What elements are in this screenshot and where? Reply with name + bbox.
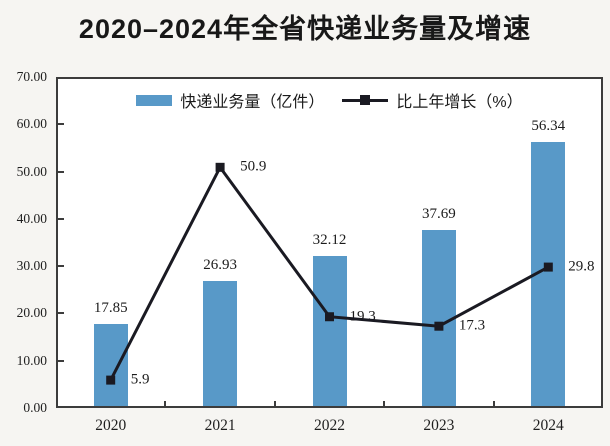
y-axis-tick-mark <box>58 123 64 126</box>
legend-item-line-series: 比上年增长（%） <box>342 88 523 112</box>
legend-item-bar-series: 快递业务量（亿件） <box>136 88 324 112</box>
bar-value-label: 32.12 <box>312 232 347 249</box>
y-axis-tick-mark <box>58 359 64 362</box>
y-axis-tick-label: 20.00 <box>16 305 47 321</box>
bar-value-label: 37.69 <box>422 205 456 222</box>
bar <box>421 229 456 406</box>
line-value-label: 29.8 <box>568 258 595 275</box>
y-axis-tick-label: 40.00 <box>16 210 47 226</box>
x-axis-category-label: 2020 <box>95 417 127 434</box>
y-axis-tick-label: 50.00 <box>16 163 47 179</box>
y-axis-tick-mark <box>58 170 64 173</box>
bar-series-swatch-icon <box>136 94 173 106</box>
legend: 快递业务量（亿件） 比上年增长（%） <box>56 88 603 112</box>
y-axis-tick-mark <box>58 217 64 220</box>
y-axis-tick-label: 0.00 <box>23 400 47 415</box>
y-axis-tick-label: 30.00 <box>16 258 47 274</box>
legend-label-bar-series: 快递业务量（亿件） <box>180 94 325 111</box>
x-axis-category-label: 2024 <box>532 417 564 434</box>
x-axis-category-label: 2021 <box>204 417 236 434</box>
bar-value-label: 17.85 <box>93 299 128 316</box>
bar <box>312 256 347 406</box>
bar <box>531 141 566 406</box>
line-value-label: 5.9 <box>130 371 150 388</box>
legend-label-line-series: 比上年增长（%） <box>396 94 523 111</box>
x-axis-tick-mark <box>164 401 167 406</box>
line-series-marker-icon <box>342 94 389 106</box>
y-axis-tick-label: 60.00 <box>16 116 47 132</box>
x-axis-category-label: 2022 <box>314 417 345 434</box>
line-value-label: 19.3 <box>349 308 376 325</box>
y-axis-tick-mark <box>58 312 64 315</box>
x-axis-tick-mark <box>273 401 276 406</box>
x-axis-category-label: 2023 <box>423 417 455 434</box>
y-axis-tick-mark <box>58 265 64 268</box>
line-value-label: 17.3 <box>458 317 486 334</box>
x-axis-tick-mark <box>383 401 386 406</box>
x-axis-tick-mark <box>492 401 495 406</box>
bar <box>93 323 128 406</box>
y-axis-tick-label: 70.00 <box>16 69 47 84</box>
chart-title: 2020–2024年全省快递业务量及增速 <box>78 14 532 44</box>
bar-value-label: 26.93 <box>203 256 237 273</box>
bar-value-label: 56.34 <box>531 117 566 134</box>
y-axis-tick-label: 10.00 <box>16 352 47 368</box>
line-value-label: 50.9 <box>240 158 267 175</box>
bar <box>203 280 238 406</box>
